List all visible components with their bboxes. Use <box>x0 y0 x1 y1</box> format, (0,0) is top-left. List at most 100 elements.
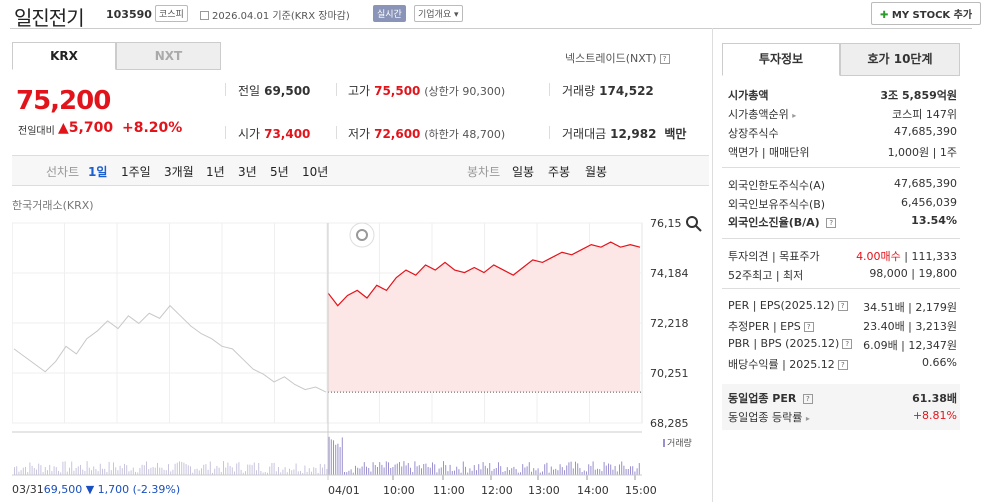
row-value: +8.81% <box>912 409 957 422</box>
volume-bar <box>493 468 495 475</box>
info-row: 상장주식수 47,685,390 <box>728 125 957 141</box>
volume-bar <box>300 471 301 475</box>
volume-bar <box>337 443 339 475</box>
volume-bar <box>282 469 284 475</box>
volume-bar <box>117 470 119 475</box>
help-icon[interactable]: ? <box>826 218 837 228</box>
volume-bar <box>597 468 598 475</box>
volume-bar <box>491 470 493 475</box>
today-price-line <box>327 241 641 307</box>
volume-bar <box>58 470 59 475</box>
volume-bar <box>207 469 209 475</box>
help-icon[interactable]: ? <box>802 394 813 404</box>
tab-orderbook[interactable]: 호가 10단계 <box>840 43 960 76</box>
volume-bar <box>247 464 249 475</box>
volume-bar <box>295 463 297 475</box>
volume-bar <box>418 465 420 475</box>
header-divider <box>10 28 972 29</box>
candle-daily[interactable]: 일봉 <box>512 165 535 179</box>
help-icon[interactable]: ? <box>837 301 848 311</box>
volume-bar <box>264 472 266 475</box>
peer-change-label: 동일업종 등락률 <box>728 411 803 424</box>
company-overview-button[interactable]: 기업개요 ▾ <box>414 5 463 22</box>
volume-bar <box>385 461 387 475</box>
help-icon[interactable]: ? <box>842 339 853 349</box>
volume-bar <box>605 465 607 475</box>
help-icon[interactable]: ? <box>803 322 814 332</box>
x-tick-label: 15:00 <box>625 484 657 497</box>
period-5y[interactable]: 5년 <box>270 165 289 179</box>
volume-bar <box>599 469 601 475</box>
amount-label: 거래대금 <box>562 127 607 141</box>
tab-krx[interactable]: KRX <box>12 42 116 70</box>
price-chart[interactable]: 76,15 74,184 72,218 70,251 68,285 04/01 10:00… <box>12 210 709 500</box>
volume-bar <box>427 466 429 475</box>
volume-bars <box>14 436 640 475</box>
volume-bar <box>601 471 603 475</box>
volume-bar <box>326 468 328 475</box>
volume-bar <box>625 468 627 475</box>
y-tick-label: 74,184 <box>650 267 689 280</box>
volume-bar <box>82 469 84 475</box>
est-per-label: 추정PER | EPS <box>728 320 801 333</box>
y-tick-label: 76,15 <box>650 217 682 230</box>
x-axis-labels: 04/01 10:00 11:00 12:00 13:00 14:00 15:00 <box>327 475 657 497</box>
candle-monthly[interactable]: 월봉 <box>585 165 608 179</box>
prev-change-text: ▼ 1,700 (-2.39%) <box>85 483 181 496</box>
row-label: 동일업종 PER ? <box>728 390 813 406</box>
x-tick-label: 12:00 <box>481 484 513 497</box>
period-10y[interactable]: 10년 <box>302 165 329 179</box>
volume-bar <box>443 461 444 475</box>
volume-bar <box>71 461 73 475</box>
foreign-ratio-label: 외국인소진율(B/A) <box>728 216 820 229</box>
period-1d[interactable]: 1일 <box>88 165 108 179</box>
open-label: 시가 <box>238 127 261 141</box>
volume-bar <box>42 472 44 475</box>
volume-bar <box>104 468 106 475</box>
row-value: 47,685,390 <box>894 177 957 190</box>
period-1w[interactable]: 1주일 <box>121 165 151 179</box>
volume-bar <box>291 470 293 475</box>
volume-bar <box>381 464 383 475</box>
loading-icon[interactable] <box>349 222 375 248</box>
volume-bar <box>575 461 576 475</box>
volume-bar <box>553 469 554 475</box>
nxt-link[interactable]: 넥스트레이드(NXT)? <box>565 50 670 66</box>
tab-nxt[interactable]: NXT <box>116 42 221 70</box>
candle-weekly[interactable]: 주봉 <box>548 165 571 179</box>
volume-bar <box>273 462 275 475</box>
help-icon[interactable]: ? <box>837 360 848 370</box>
info-row[interactable]: 동일업종 등락률 ▸ +8.81% <box>728 409 957 425</box>
magnifier-icon[interactable] <box>686 216 702 232</box>
nxt-link-label: 넥스트레이드(NXT) <box>565 52 657 65</box>
help-icon[interactable]: ? <box>659 54 670 64</box>
volume-bar <box>242 472 244 475</box>
period-1y[interactable]: 1년 <box>206 165 225 179</box>
peer-per-label: 동일업종 PER <box>728 392 797 405</box>
volume-bar <box>121 468 123 475</box>
volume-bar <box>390 468 392 475</box>
volume-bar <box>130 470 132 475</box>
volume-bar <box>388 462 389 475</box>
volume-bar <box>93 466 95 475</box>
volume-bar <box>143 465 145 475</box>
volume-bar <box>159 467 161 475</box>
volume-bar <box>229 465 231 475</box>
volume-bar <box>293 469 295 475</box>
period-3m[interactable]: 3개월 <box>164 165 194 179</box>
volume-bar <box>135 471 136 475</box>
info-row[interactable]: 시가총액순위 ▸ 코스피 147위 <box>728 106 957 122</box>
volume-bar <box>522 464 524 475</box>
volume-bar <box>150 467 152 475</box>
current-price: 75,200 <box>16 86 111 116</box>
tab-invest-info[interactable]: 투자정보 <box>722 43 840 76</box>
volume-bar <box>99 463 101 475</box>
low-price: 저가 72,600 (하한가 48,700) <box>348 125 505 142</box>
volume-bar <box>502 471 504 475</box>
realtime-tag[interactable]: 실시간 <box>373 5 406 22</box>
volume-bar <box>634 471 636 475</box>
row-label: 외국인한도주식수(A) <box>728 179 826 192</box>
volume-bar <box>544 464 546 475</box>
period-3y[interactable]: 3년 <box>238 165 257 179</box>
mystock-add-button[interactable]: ✚ MY STOCK 추가 <box>871 2 982 25</box>
